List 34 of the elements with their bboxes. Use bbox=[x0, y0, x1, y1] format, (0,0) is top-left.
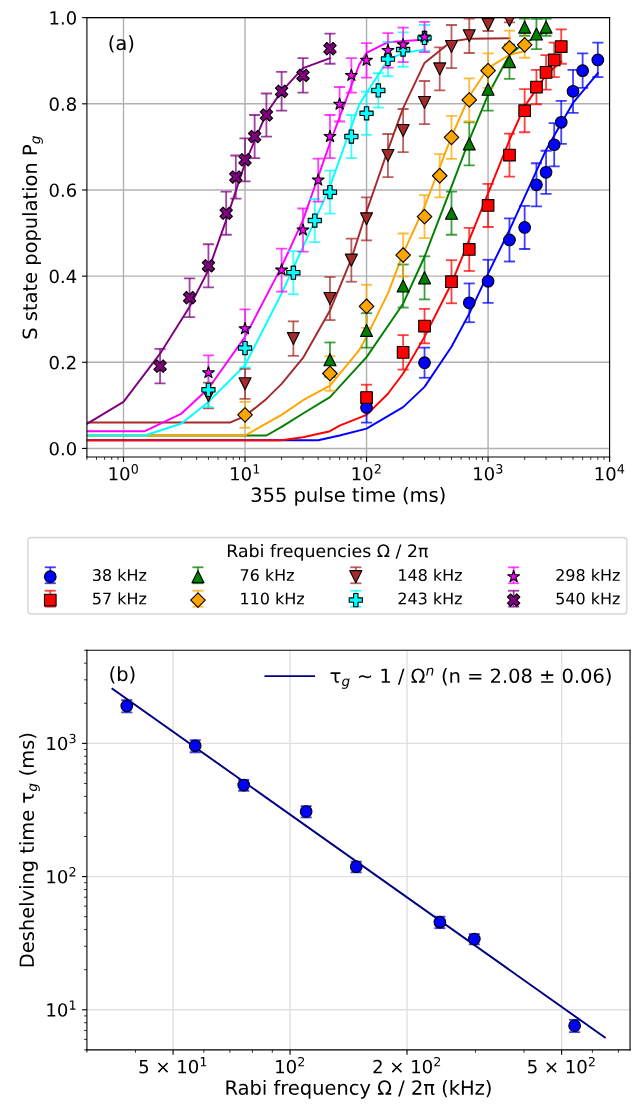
legend-label: τ$_{g}$ ~ 1 / Ω$^{n}$ (n = 2.08 ± 0.06) bbox=[330, 667, 611, 689]
legend-label: 38 kHz bbox=[93, 568, 147, 582]
legend-title: Rabi frequencies Ω / 2π bbox=[227, 543, 428, 561]
y-tick-label: 0.2 bbox=[49, 355, 76, 370]
legend-label: 540 kHz bbox=[556, 592, 620, 605]
y-axis-title: Deshelving time τ$_{g}$ (ms) bbox=[19, 733, 40, 967]
y-tick-label: 0.8 bbox=[49, 97, 76, 111]
y-tick-label: 0.4 bbox=[49, 269, 77, 284]
x-axis-title: 355 pulse time (ms) bbox=[251, 487, 445, 506]
y-tick-label: 1.0 bbox=[50, 11, 76, 25]
legend-label: 148 kHz bbox=[399, 568, 462, 582]
legend-label: 57 kHz bbox=[93, 592, 147, 605]
x-tick-label: 2 × 10$^{2}$ bbox=[373, 1056, 441, 1074]
x-tick-label: 5 × 10$^{2}$ bbox=[528, 1056, 595, 1074]
x-tick-label: 10$^{2}$ bbox=[276, 1056, 305, 1074]
x-axis-title: Rabi frequency Ω / 2π (kHz) bbox=[226, 1079, 491, 1099]
y-tick-label: 10$^{3}$ bbox=[47, 733, 76, 751]
x-tick-label: 10$^{2}$ bbox=[352, 464, 381, 481]
x-tick-label: 10$^{4}$ bbox=[595, 464, 625, 481]
x-tick-label: 10$^{3}$ bbox=[474, 464, 503, 481]
annotation: (b) bbox=[110, 666, 135, 684]
legend-label: 76 kHz bbox=[240, 568, 294, 582]
legend-label: 243 kHz bbox=[398, 592, 462, 605]
y-axis-title: S state population P$_{g}$ bbox=[22, 136, 43, 339]
y-tick-label: 0.6 bbox=[49, 183, 77, 198]
x-tick-label: 5 × 10$^{1}$ bbox=[139, 1057, 207, 1074]
annotation: (a) bbox=[109, 35, 134, 53]
x-tick-label: 10$^{0}$ bbox=[109, 464, 138, 481]
legend-label: 110 kHz bbox=[241, 592, 305, 605]
y-tick-label: 10$^{2}$ bbox=[47, 867, 76, 884]
legend-label: 298 kHz bbox=[556, 568, 620, 582]
y-tick-label: 10$^{1}$ bbox=[47, 1000, 76, 1017]
y-tick-label: 0.0 bbox=[49, 441, 76, 456]
x-tick-label: 10$^{1}$ bbox=[231, 464, 260, 481]
